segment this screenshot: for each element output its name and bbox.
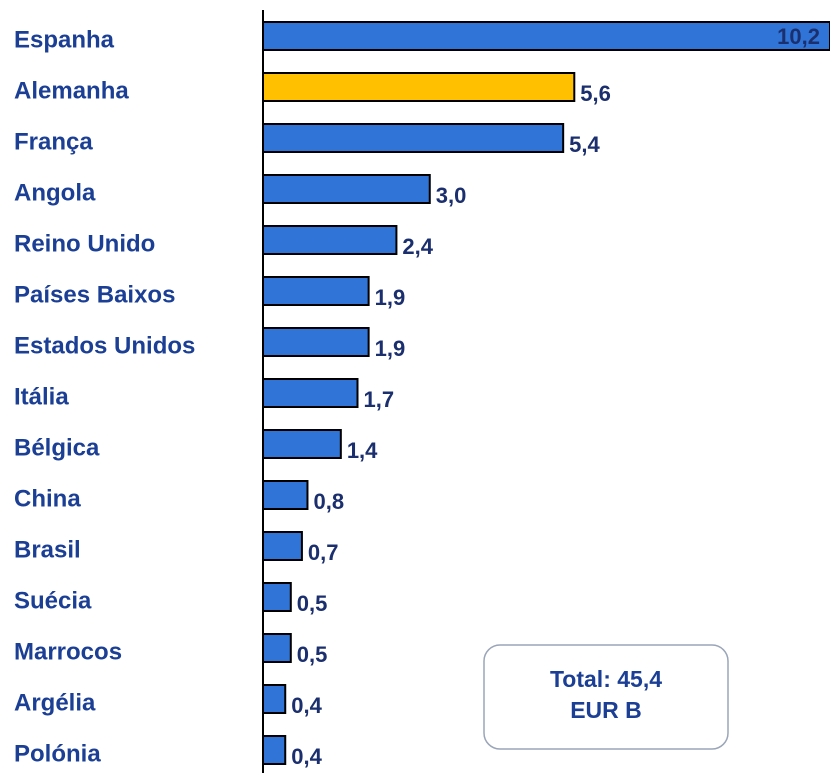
bar (262, 21, 830, 51)
category-label: China (14, 485, 81, 512)
category-label: Marrocos (14, 638, 122, 665)
value-label: 3,0 (436, 183, 467, 208)
value-label: 0,4 (291, 744, 322, 769)
total-label: Total: 45,4 (550, 666, 662, 692)
value-label: 0,5 (297, 591, 328, 616)
value-label: 5,6 (580, 81, 611, 106)
category-label: Argélia (14, 689, 96, 716)
category-label: Países Baixos (14, 281, 175, 308)
category-label: Estados Unidos (14, 332, 195, 359)
bar (262, 327, 370, 357)
value-label: 1,7 (364, 387, 395, 412)
value-label: 0,8 (313, 489, 344, 514)
value-label: 0,5 (297, 642, 328, 667)
category-label: Itália (14, 383, 69, 410)
value-label: 1,9 (375, 285, 406, 310)
category-label: Angola (14, 179, 96, 206)
category-label: Reino Unido (14, 230, 155, 257)
bar (262, 123, 565, 153)
value-label: 1,9 (375, 336, 406, 361)
bar (262, 276, 370, 306)
bar (262, 735, 287, 765)
bar (262, 582, 292, 612)
value-label: 0,7 (308, 540, 339, 565)
bar (262, 633, 292, 663)
category-label: Alemanha (14, 77, 129, 104)
bar (262, 429, 342, 459)
total-unit: EUR B (570, 697, 642, 723)
category-label: Brasil (14, 536, 81, 563)
category-label: França (14, 128, 93, 155)
category-label: Polónia (14, 740, 101, 767)
category-label: Suécia (14, 587, 92, 614)
bar (262, 480, 309, 510)
category-label: Espanha (14, 26, 115, 53)
value-label: 2,4 (402, 234, 433, 259)
bar (262, 174, 431, 204)
value-label: 5,4 (569, 132, 600, 157)
value-label: 10,2 (777, 24, 820, 49)
value-label: 0,4 (291, 693, 322, 718)
bar (262, 531, 303, 561)
bar (262, 225, 398, 255)
category-label: Bélgica (14, 434, 100, 461)
value-label: 1,4 (347, 438, 378, 463)
bar (262, 684, 287, 714)
total-box (483, 644, 729, 750)
bar (262, 72, 576, 102)
bar (262, 378, 359, 408)
